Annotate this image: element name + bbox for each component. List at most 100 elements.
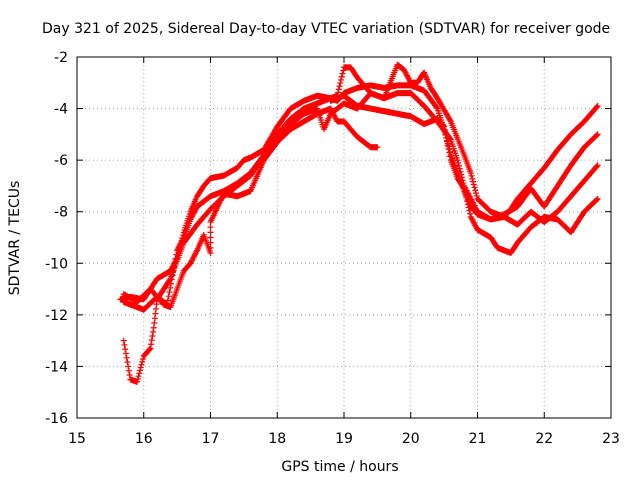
data-point (138, 361, 145, 368)
data-point (167, 284, 174, 291)
data-point (120, 337, 127, 344)
y-tick-labels: -16 -14 -12 -10 -8 -6 -4 -2 (45, 50, 68, 427)
data-point (137, 364, 144, 371)
data-point (447, 117, 454, 124)
data-point (465, 204, 472, 211)
data-point (374, 144, 381, 151)
data-point (122, 346, 129, 353)
x-tick-label: 17 (202, 431, 220, 447)
y-tick-label: -12 (45, 308, 68, 324)
data-point (180, 232, 187, 239)
data-point (470, 178, 477, 185)
data-point (464, 201, 471, 208)
data-point (441, 127, 448, 134)
chart-title: Day 321 of 2025, Sidereal Day-to-day VTE… (42, 21, 610, 37)
y-tick-label: -16 (45, 411, 68, 427)
x-tick-label: 18 (268, 431, 286, 447)
x-tick-label: 19 (335, 431, 353, 447)
y-tick-label: -6 (54, 153, 68, 169)
data-point (594, 131, 601, 138)
data-point (443, 134, 450, 141)
data-point (339, 70, 346, 77)
data-point (166, 276, 173, 283)
x-tick-label: 20 (402, 431, 420, 447)
grid-lines (77, 57, 611, 418)
data-point (457, 168, 464, 175)
data-point (461, 185, 468, 192)
data-point (594, 195, 601, 202)
y-tick-label: -14 (45, 359, 68, 375)
data-point (471, 184, 478, 191)
data-point (124, 359, 131, 366)
data-point (460, 184, 467, 191)
x-tick-label: 21 (469, 431, 487, 447)
data-point (139, 358, 146, 365)
data-point (136, 370, 143, 377)
data-point (444, 138, 451, 145)
y-tick-label: -4 (54, 102, 68, 118)
data-point (135, 373, 142, 380)
x-tick-labels: 15 16 17 18 19 20 21 22 23 (68, 431, 620, 447)
data-point (461, 188, 468, 195)
x-tick-label: 23 (602, 431, 620, 447)
data-point (165, 293, 172, 300)
data-point (467, 210, 474, 217)
data-point (447, 153, 454, 160)
data-point (469, 175, 476, 182)
data-point (455, 160, 462, 167)
data-point (467, 170, 474, 177)
data-point (462, 191, 469, 198)
data-point (134, 376, 141, 383)
data-point (207, 234, 214, 241)
data-point (593, 196, 600, 203)
data-point (593, 163, 600, 170)
data-point (147, 345, 154, 352)
data-point (473, 192, 480, 199)
data-point (468, 172, 475, 179)
data-point (446, 149, 453, 156)
data-point (594, 102, 601, 109)
data-point (125, 363, 132, 370)
y-tick-label: -10 (45, 256, 68, 272)
data-point (466, 207, 473, 214)
data-point (137, 367, 144, 374)
y-tick-label: -8 (54, 205, 68, 221)
data-point (122, 350, 129, 357)
data-point (473, 190, 480, 197)
data-point (472, 187, 479, 194)
x-tick-label: 16 (135, 431, 153, 447)
data-point (440, 122, 447, 129)
data-point (340, 67, 347, 74)
data-point (442, 131, 449, 138)
data-point (123, 354, 130, 361)
y-axis-title: SDTVAR / TECUs (7, 181, 23, 296)
data-point (207, 224, 214, 231)
data-point (166, 289, 173, 296)
data-point (146, 346, 153, 353)
data-point (444, 142, 451, 149)
data-point (149, 333, 156, 340)
data-point (433, 104, 440, 111)
data-point (125, 367, 132, 374)
data-point (336, 83, 343, 90)
data-point (337, 80, 344, 87)
data-point (445, 145, 452, 152)
data-point (441, 123, 448, 130)
x-tick-label: 15 (68, 431, 86, 447)
data-marks (117, 61, 601, 385)
series-track-5 (327, 92, 601, 256)
data-point (207, 249, 214, 256)
data-point (338, 76, 345, 83)
data-point (207, 229, 214, 236)
data-point (164, 297, 171, 304)
data-point (335, 89, 342, 96)
data-point (148, 337, 155, 344)
data-point (454, 157, 461, 164)
series-track-1 (120, 82, 601, 313)
data-point (594, 162, 601, 169)
data-point (150, 328, 157, 335)
data-point (464, 198, 471, 205)
data-point (338, 73, 345, 80)
data-point (455, 162, 462, 169)
